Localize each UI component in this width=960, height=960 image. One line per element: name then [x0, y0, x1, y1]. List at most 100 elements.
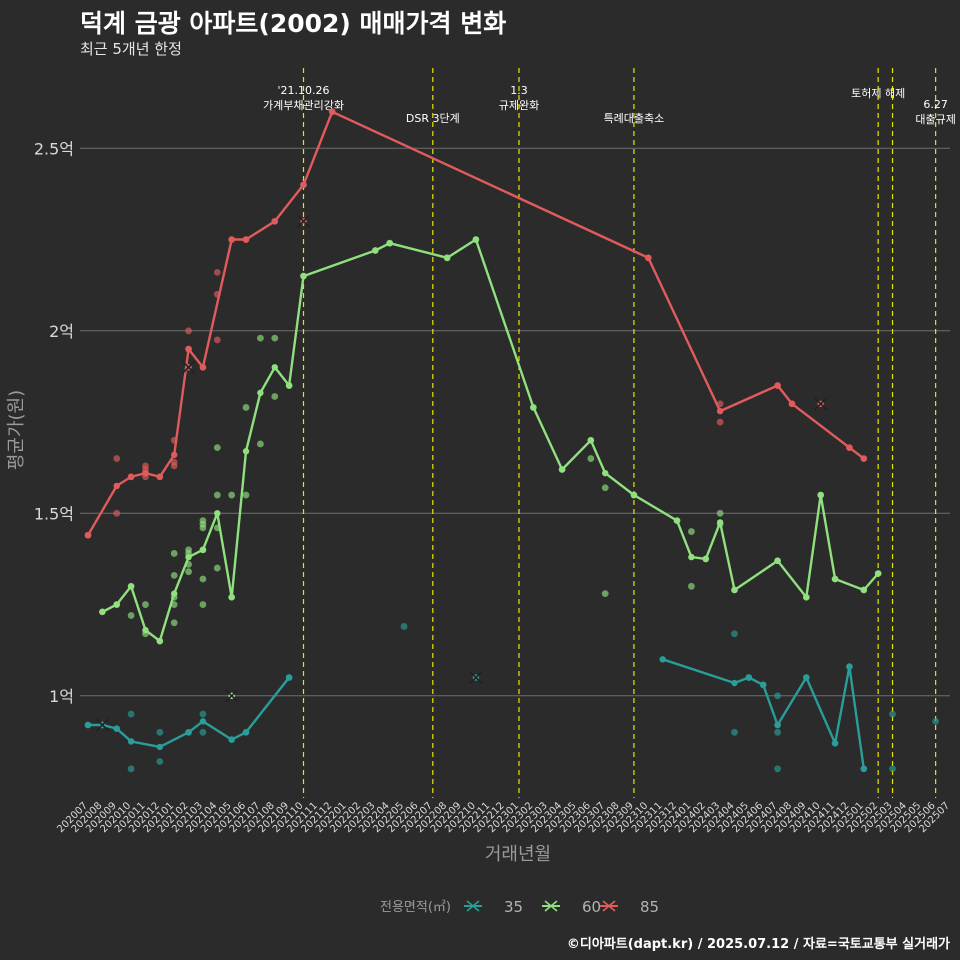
line-point: [185, 553, 192, 561]
line-point: [745, 674, 753, 681]
line-point: [156, 473, 164, 480]
data-point: [127, 612, 135, 619]
line-point: [127, 473, 135, 480]
line-point: [860, 586, 867, 594]
y-tick-label: 2억: [49, 322, 74, 341]
line-point: [199, 546, 207, 553]
line-point: [199, 718, 207, 725]
data-point: [731, 630, 738, 638]
data-point: [774, 728, 781, 736]
line-point: [630, 491, 638, 499]
line-point: [214, 510, 221, 517]
line-point: [199, 364, 207, 371]
line-point: [127, 738, 135, 745]
data-point: [257, 334, 264, 342]
data-point: [271, 334, 279, 342]
line-point: [127, 583, 135, 590]
y-axis-ticks: 1억 1.5억 2억 2.5억: [34, 139, 74, 705]
line-point: [171, 451, 178, 459]
data-point: [156, 728, 164, 736]
line-point: [846, 663, 853, 670]
y-tick-label: 2.5억: [34, 139, 74, 158]
data-point: [185, 568, 192, 576]
line-point: [171, 590, 178, 597]
event-label: DSR 3단계: [406, 112, 460, 125]
line-point: [142, 626, 149, 634]
legend-key-mark: [544, 900, 558, 912]
line-point: [673, 517, 681, 524]
series-line: [662, 658, 865, 769]
data-point: [170, 619, 178, 627]
data-point: [601, 484, 609, 492]
line-point: [558, 466, 566, 473]
data-point: [587, 455, 595, 462]
data-point: [170, 550, 178, 557]
data-point: [127, 710, 135, 718]
data-point: [213, 491, 221, 499]
data-point: [242, 404, 250, 411]
y-axis-title: 평균가(원): [6, 390, 27, 470]
line-point: [84, 532, 92, 539]
line-point: [731, 586, 738, 594]
line-point: [156, 743, 164, 751]
data-point: [688, 528, 695, 535]
line-point: [472, 236, 480, 243]
x-mark: [95, 718, 109, 732]
event-label: 특례대출축소: [604, 112, 665, 125]
series-line: [88, 676, 291, 749]
data-point: [213, 444, 221, 451]
series-60: [98, 236, 882, 703]
x-axis-ticks: 2020072020082020092020102020112020122021…: [55, 800, 952, 835]
x-mark: [182, 360, 196, 374]
line-point: [831, 740, 839, 747]
line-point: [242, 448, 250, 455]
data-point: [889, 710, 896, 718]
event-label: 대출규제: [915, 113, 955, 126]
x-mark: [814, 397, 828, 411]
data-point: [716, 509, 724, 517]
y-tick-label: 1.5억: [34, 504, 74, 523]
line-point: [113, 725, 120, 732]
data-point: [731, 728, 738, 736]
line-point: [716, 519, 724, 526]
event-label: '21.10.26: [277, 84, 329, 97]
legend-label: 35: [504, 898, 523, 916]
data-point: [257, 440, 264, 448]
line-point: [300, 272, 307, 280]
x-mark: [296, 214, 311, 228]
line-point: [860, 765, 867, 772]
data-point: [213, 269, 221, 276]
chart-title: 덕계 금광 아파트(2002) 매매가격 변화: [80, 9, 507, 38]
x-mark: [225, 689, 239, 703]
chart-subtitle: 최근 5개년 한정: [80, 40, 182, 58]
line-point: [803, 674, 810, 681]
line-point: [257, 389, 264, 397]
line-point: [228, 594, 235, 601]
data-point: [199, 575, 207, 583]
line-point: [817, 491, 824, 499]
event-label: 토허제 해제: [851, 86, 905, 100]
line-point: [113, 601, 120, 608]
line-point: [185, 729, 192, 736]
series-layer: [84, 108, 940, 773]
data-point: [170, 462, 178, 470]
legend-key-mark: [602, 900, 616, 912]
line-point: [386, 240, 393, 247]
line-point: [271, 364, 278, 371]
line-point: [285, 674, 293, 681]
event-label: 6.27: [923, 98, 948, 111]
x-mark: [469, 670, 483, 685]
data-point: [400, 623, 408, 630]
line-point: [803, 594, 810, 601]
data-point: [199, 524, 207, 532]
series-35: [84, 623, 940, 773]
legend-label: 85: [640, 898, 659, 916]
event-label: 1.3: [510, 84, 528, 97]
line-point: [185, 345, 192, 353]
data-point: [716, 418, 724, 426]
line-point: [99, 608, 106, 616]
event-label: 가계부채관리강화: [263, 99, 344, 112]
data-point: [213, 564, 221, 572]
line-point: [84, 721, 92, 729]
